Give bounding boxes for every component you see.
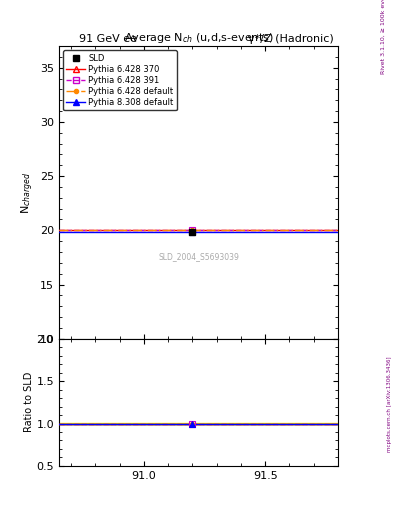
Y-axis label: Ratio to SLD: Ratio to SLD [24, 372, 33, 433]
Text: mcplots.cern.ch [arXiv:1306.3436]: mcplots.cern.ch [arXiv:1306.3436] [387, 357, 391, 452]
Text: γ*/Z (Hadronic): γ*/Z (Hadronic) [248, 33, 334, 44]
Bar [59, 423, 338, 424]
Title: Average N$_{ch}$ (u,d,s-events): Average N$_{ch}$ (u,d,s-events) [124, 31, 273, 45]
Text: SLD_2004_S5693039: SLD_2004_S5693039 [158, 252, 239, 261]
Y-axis label: N$_{charged}$: N$_{charged}$ [19, 171, 36, 214]
Legend: SLD, Pythia 6.428 370, Pythia 6.428 391, Pythia 6.428 default, Pythia 8.308 defa: SLD, Pythia 6.428 370, Pythia 6.428 391,… [63, 50, 177, 110]
Text: Rivet 3.1.10, ≥ 100k events: Rivet 3.1.10, ≥ 100k events [381, 0, 386, 74]
Text: 91 GeV ee: 91 GeV ee [79, 33, 137, 44]
